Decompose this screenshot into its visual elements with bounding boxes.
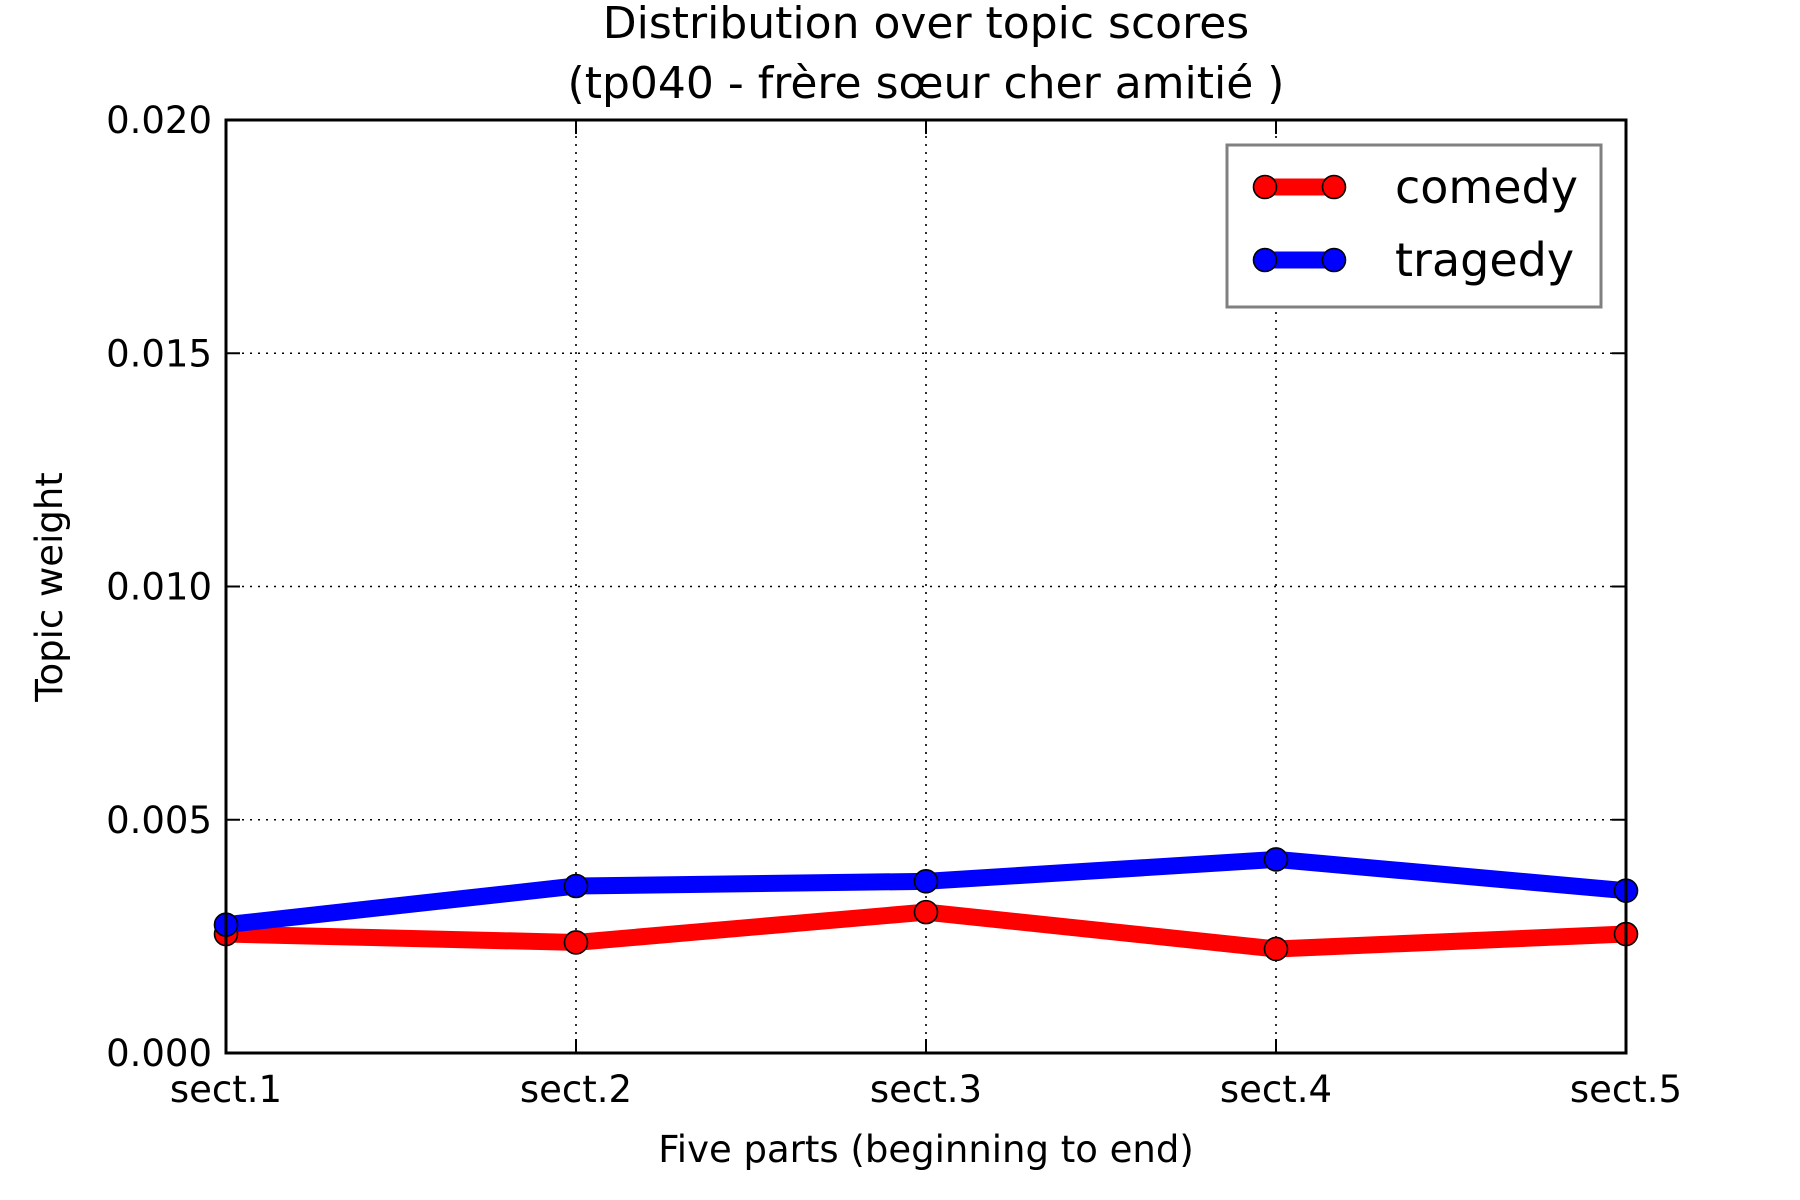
legend-swatch-marker [1252, 247, 1278, 273]
data-point-comedy [913, 899, 939, 925]
series-comedy [213, 899, 1639, 962]
x-tick-label: sect.3 [870, 1068, 982, 1111]
legend-swatch-marker [1321, 174, 1347, 200]
y-tick-label: 0.000 [106, 1032, 212, 1075]
x-tick-label: sect.4 [1220, 1068, 1332, 1111]
y-tick-label: 0.020 [106, 99, 212, 142]
y-tick-label: 0.015 [106, 332, 212, 375]
x-tick-label: sect.1 [170, 1068, 282, 1111]
y-tick-label: 0.010 [106, 566, 212, 609]
series-layer [213, 847, 1639, 962]
legend: comedy tragedy [1225, 143, 1603, 309]
x-axis-label: Five parts (beginning to end) [658, 1128, 1194, 1171]
data-point-tragedy [563, 873, 589, 899]
data-point-tragedy [1263, 847, 1289, 872]
y-axis-label: Topic weight [28, 472, 71, 703]
chart-subtitle: (tp040 - frère sœur cher amitié ) [568, 58, 1285, 109]
legend-entry-tragedy: tragedy [1252, 233, 1574, 287]
series-tragedy [213, 847, 1639, 938]
legend-label: tragedy [1395, 233, 1574, 287]
data-point-comedy [563, 930, 589, 955]
x-tick-label: sect.5 [1570, 1068, 1682, 1111]
legend-label: comedy [1395, 160, 1578, 214]
data-point-comedy [1263, 936, 1289, 962]
chart-title: Distribution over topic scores [603, 0, 1249, 49]
x-tick-label: sect.2 [520, 1068, 632, 1111]
legend-swatch-marker [1321, 247, 1347, 273]
legend-box [1225, 143, 1603, 309]
axis-ticks: 0.000 0.005 0.010 0.015 0.020 sect.1 sect.2 sec… [106, 99, 1682, 1111]
legend-entry-comedy: comedy [1252, 160, 1578, 214]
data-point-tragedy [913, 869, 939, 894]
legend-swatch-marker [1252, 174, 1278, 200]
y-tick-label: 0.005 [106, 799, 212, 842]
